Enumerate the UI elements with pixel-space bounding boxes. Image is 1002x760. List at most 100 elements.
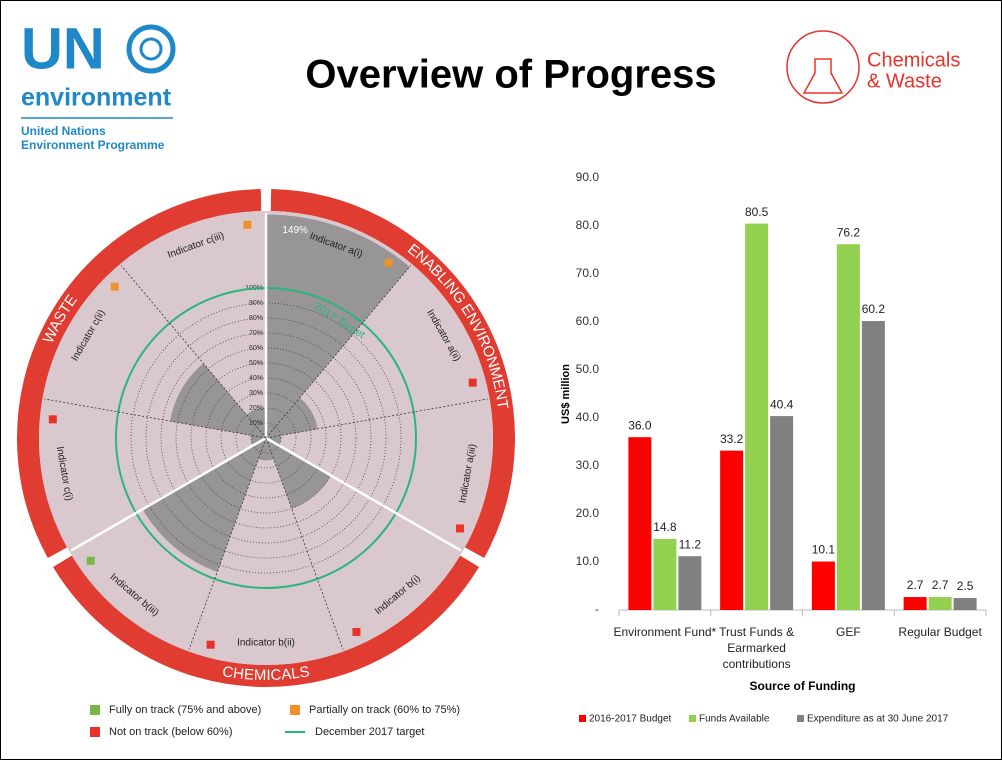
group-ring [53,555,479,687]
status-marker [384,258,393,267]
sector-line [188,437,267,650]
r-tick-label: 80% [249,315,263,322]
value-label: 149% [282,225,308,236]
sector-line [70,436,267,552]
bar [836,244,860,611]
value-label: 40.4 [770,397,794,411]
r-tick-label: 40% [249,375,263,382]
y-tick-label: 50.0 [576,362,600,376]
wedge [266,214,410,438]
y-tick-label: 90.0 [576,170,600,184]
status-marker [468,378,477,387]
r-tick-label: 20% [249,405,263,412]
value-label: 2.7 [907,578,924,592]
status-marker [455,524,464,533]
legend-swatch [797,715,804,722]
legend-label: Funds Available [699,714,770,725]
wedge [169,363,266,438]
y-tick-label: 80.0 [576,218,600,232]
brand-flask [802,58,844,94]
bar [770,416,794,610]
legend-swatch [90,705,100,715]
y-tick-label: - [595,602,599,616]
status-marker [48,415,57,424]
value-label: 80.5 [745,205,769,219]
bar [678,556,702,610]
r-tick-label: 50% [249,360,263,367]
bar [745,223,769,610]
logo-sub: environment [21,84,172,112]
legend-swatch [290,705,300,715]
value-label: 76.2 [837,225,861,239]
legend-label: Partially on track (60% to 75%) [309,704,460,716]
value-label: 10.1 [812,543,836,557]
legend-label: Not on track (below 60%) [109,726,233,738]
legend-label: Expenditure as at 30 June 2017 [807,714,949,725]
wedge [258,438,274,461]
sector-line [265,436,462,552]
bar [628,437,652,610]
bar [653,538,677,610]
legend-label: December 2017 target [315,726,424,738]
value-label: 36.0 [628,418,652,432]
r-tick-label: 30% [249,390,263,397]
r-tick-label: 90% [249,300,263,307]
group-ring [270,189,515,558]
y-tick-label: 70.0 [576,266,600,280]
bar [953,598,977,610]
bar [928,597,952,610]
x-tick-label: Trust Funds & Earmarked contributions [719,625,795,671]
r-tick-label: 10% [249,420,263,427]
brand: Chemicals [867,49,960,71]
r-tick-label: 70% [249,330,263,337]
sector-line [265,398,488,439]
wedge [266,435,282,446]
wedge [246,408,266,438]
status-marker [352,627,361,636]
value-label: 2.7 [932,578,949,592]
legend-label: 2016-2017 Budget [589,714,672,725]
y-tick-label: 20.0 [576,506,600,520]
wedge [266,438,331,509]
value-label: 14.8 [653,520,677,534]
indicator-label: Indicator b(ii) [237,638,295,649]
legend-label: Fully on track (75% and above) [109,704,261,716]
x-tick-label: Environment Fund* [613,625,717,639]
sector-line [265,437,344,650]
value-label: 2.5 [957,579,974,593]
wedge [266,397,318,438]
status-marker [243,220,252,229]
org-line: Environment Programme [21,138,165,152]
value-label: 11.2 [679,537,702,551]
y-axis-title: US$ million [560,364,572,424]
status-marker [86,556,95,565]
x-tick-label: GEF [836,625,861,639]
wedge [142,438,266,572]
sector-line [121,265,267,439]
bar [903,597,927,610]
wedge [251,435,266,446]
y-tick-label: 30.0 [576,458,600,472]
y-tick-label: 60.0 [576,314,600,328]
x-axis-title: Source of Funding [750,679,856,693]
org-line: United Nations [21,124,106,138]
grid-circle [130,302,402,574]
logo-main: UN [21,16,105,81]
title: Overview of Progress [305,53,716,97]
grid-circle [160,332,372,544]
brand-icon [786,30,860,104]
grid-circle [145,317,387,559]
legend-swatch [579,715,586,722]
y-tick-label: 40.0 [576,410,600,424]
value-label: 60.2 [862,302,886,316]
value-label: 33.2 [720,432,744,446]
grid-circle [220,392,312,484]
y-tick-label: 10.0 [576,554,600,568]
bar [861,321,885,610]
logo-emblem-inner [139,37,163,61]
sector-line [265,265,411,439]
grid-circle [250,422,282,454]
status-marker [206,640,215,649]
